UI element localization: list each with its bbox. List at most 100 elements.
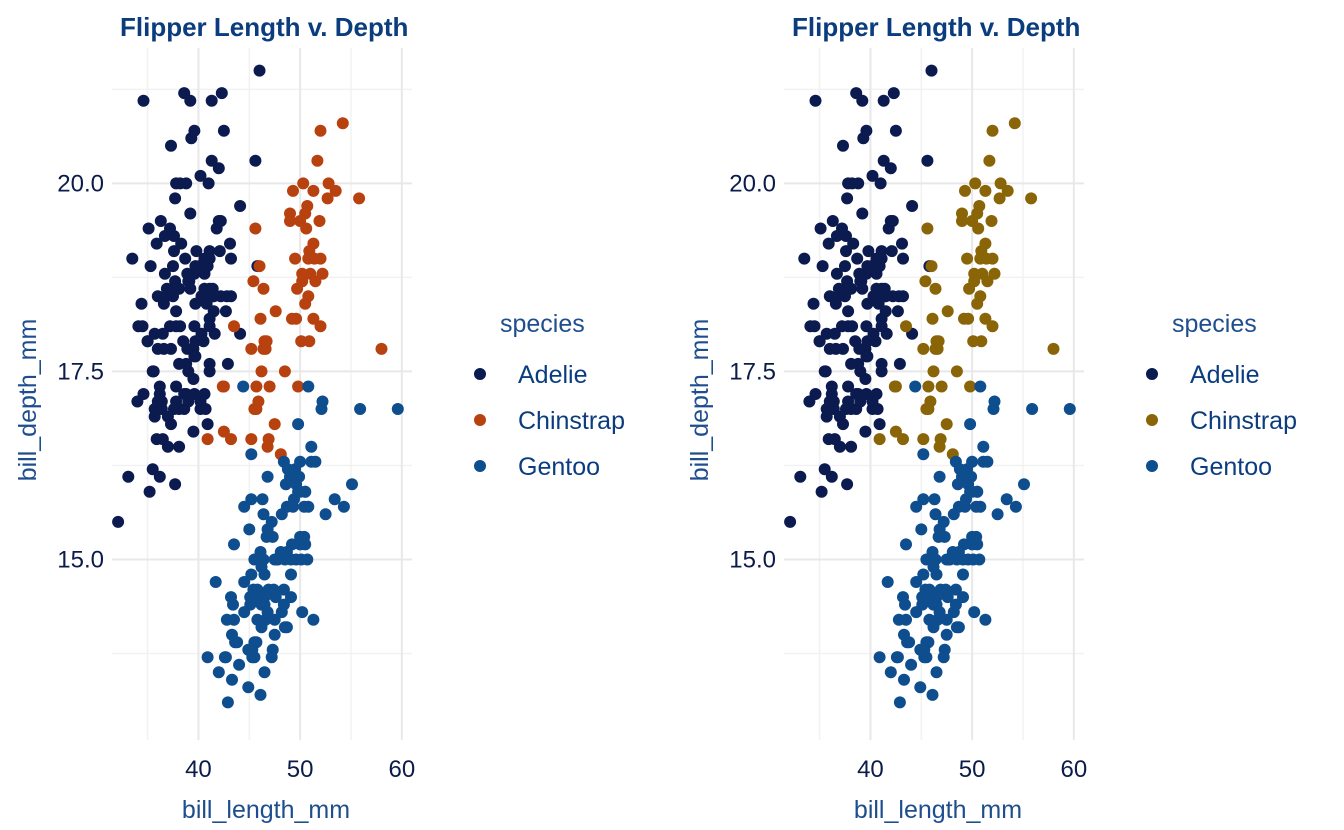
data-point-adelie xyxy=(851,252,864,265)
data-point-gentoo xyxy=(219,651,232,664)
grid xyxy=(784,48,1084,740)
data-point-chinstrap xyxy=(217,380,230,393)
data-point-gentoo xyxy=(949,583,962,596)
points xyxy=(112,64,404,709)
data-point-gentoo xyxy=(391,403,404,415)
data-point-adelie xyxy=(845,440,858,453)
data-point-adelie xyxy=(815,485,828,498)
data-point-adelie xyxy=(170,305,183,318)
data-point-chinstrap xyxy=(301,200,314,212)
data-point-chinstrap xyxy=(250,403,263,415)
data-point-adelie xyxy=(190,245,203,258)
legend-label: Adelie xyxy=(518,361,588,389)
data-point-gentoo xyxy=(258,568,271,581)
data-point-gentoo xyxy=(900,613,912,626)
data-point-gentoo xyxy=(277,598,290,611)
data-point-gentoo xyxy=(237,380,250,393)
data-point-gentoo xyxy=(209,576,222,588)
data-point-chinstrap xyxy=(986,124,999,137)
data-point-gentoo xyxy=(881,576,894,588)
data-point-gentoo xyxy=(940,628,953,641)
data-point-gentoo xyxy=(233,658,246,671)
data-point-gentoo xyxy=(977,440,990,453)
data-point-adelie xyxy=(182,395,195,408)
data-point-gentoo xyxy=(257,553,270,566)
data-point-chinstrap xyxy=(247,275,260,288)
data-point-gentoo xyxy=(927,621,940,634)
data-point-chinstrap xyxy=(917,342,930,355)
data-point-adelie xyxy=(187,425,200,438)
data-point-adelie xyxy=(215,87,228,100)
data-point-gentoo xyxy=(917,493,930,506)
x-axis-title: bill_length_mm xyxy=(854,796,1022,824)
data-point-adelie xyxy=(846,177,859,190)
data-point-adelie xyxy=(845,357,858,370)
chart-panel-left: 40 50 60 15.0 17.5 20.0 Flipper Length v. Dep… xyxy=(14,12,625,824)
data-point-chinstrap xyxy=(302,252,315,265)
data-point-adelie xyxy=(860,124,873,137)
data-point-chinstrap xyxy=(972,222,985,235)
data-point-gentoo xyxy=(951,478,964,491)
data-point-chinstrap xyxy=(289,252,302,265)
legend-key-adelie xyxy=(474,368,486,380)
data-point-adelie xyxy=(896,237,908,250)
data-point-gentoo xyxy=(947,508,960,521)
data-point-chinstrap xyxy=(962,312,975,325)
data-point-chinstrap xyxy=(935,380,948,393)
data-point-gentoo xyxy=(938,530,951,543)
data-point-chinstrap xyxy=(1025,192,1038,205)
data-point-chinstrap xyxy=(217,425,230,438)
data-point-chinstrap xyxy=(940,418,953,431)
y-tick-label: 15.0 xyxy=(57,546,104,573)
data-point-chinstrap xyxy=(314,124,327,137)
data-point-adelie xyxy=(175,237,188,250)
data-point-chinstrap xyxy=(927,365,940,378)
legend-label: Adelie xyxy=(1190,361,1260,389)
data-point-gentoo xyxy=(257,508,270,521)
data-point-chinstrap xyxy=(964,380,977,393)
ticks: 40 50 60 15.0 17.5 20.0 xyxy=(729,170,1087,783)
y-tick-label: 20.0 xyxy=(729,170,776,197)
data-point-adelie xyxy=(112,515,125,528)
data-point-gentoo xyxy=(266,530,279,543)
data-point-chinstrap xyxy=(929,342,942,355)
data-point-gentoo xyxy=(917,448,930,461)
data-point-adelie xyxy=(870,252,883,265)
y-tick-label: 17.5 xyxy=(57,358,104,385)
data-point-chinstrap xyxy=(967,335,980,348)
data-point-adelie xyxy=(897,290,909,303)
data-point-adelie xyxy=(142,222,155,235)
data-point-adelie xyxy=(161,440,174,453)
chart-title: Flipper Length v. Depth xyxy=(120,12,408,42)
data-point-gentoo xyxy=(277,583,290,596)
data-point-gentoo xyxy=(953,463,966,476)
y-tick-label: 15.0 xyxy=(729,546,776,573)
data-point-chinstrap xyxy=(926,312,939,325)
data-point-adelie xyxy=(822,433,835,446)
data-point-gentoo xyxy=(268,613,281,626)
data-point-chinstrap xyxy=(253,260,266,273)
data-point-gentoo xyxy=(905,658,918,671)
data-point-adelie xyxy=(874,177,887,190)
data-point-gentoo xyxy=(968,606,981,619)
data-point-gentoo xyxy=(926,688,939,701)
data-point-adelie xyxy=(820,327,833,340)
data-point-chinstrap xyxy=(261,440,274,453)
data-point-chinstrap xyxy=(313,215,326,227)
data-point-adelie xyxy=(825,470,838,483)
data-point-adelie xyxy=(893,357,906,370)
legend-title: species xyxy=(500,310,585,338)
data-point-adelie xyxy=(814,222,827,235)
data-point-gentoo xyxy=(940,613,953,626)
x-tick-label: 50 xyxy=(287,756,314,783)
data-point-adelie xyxy=(854,395,867,408)
x-tick-label: 60 xyxy=(1060,756,1087,783)
data-point-gentoo xyxy=(930,666,943,679)
x-tick-label: 40 xyxy=(857,756,884,783)
data-point-adelie xyxy=(201,418,214,431)
data-point-chinstrap xyxy=(919,275,932,288)
data-point-adelie xyxy=(165,139,177,152)
data-point-adelie xyxy=(925,64,938,77)
data-point-chinstrap xyxy=(375,342,388,355)
data-point-chinstrap xyxy=(302,290,315,303)
